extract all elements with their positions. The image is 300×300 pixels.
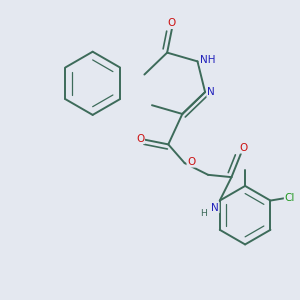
Text: O: O	[239, 143, 247, 153]
Text: N: N	[211, 202, 219, 213]
Text: N: N	[207, 87, 215, 97]
Text: O: O	[187, 157, 195, 167]
Text: H: H	[200, 209, 207, 218]
Text: O: O	[136, 134, 144, 143]
Text: NH: NH	[200, 55, 216, 65]
Text: Cl: Cl	[284, 193, 295, 203]
Text: O: O	[168, 18, 176, 28]
